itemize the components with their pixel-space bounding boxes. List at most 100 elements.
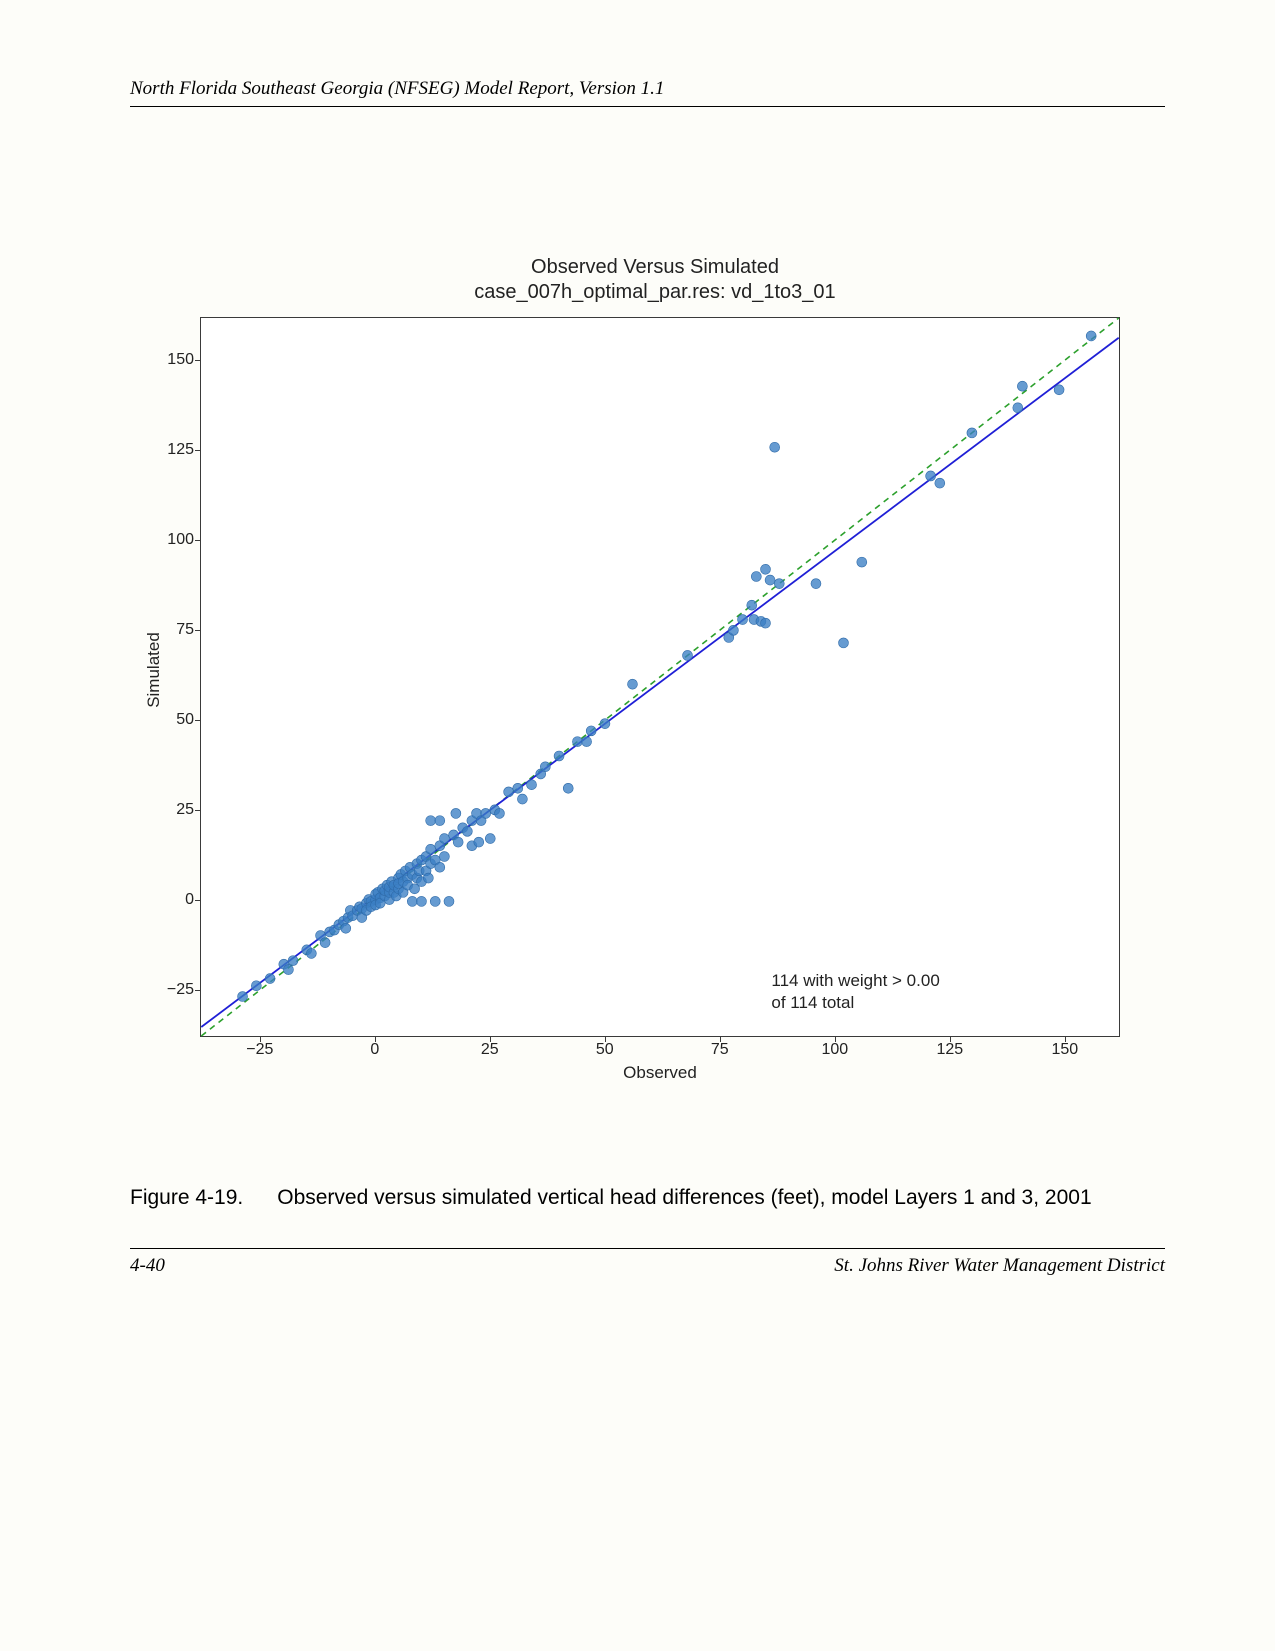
data-point [1013,403,1023,413]
data-point [572,737,582,747]
x-tick-label: −25 [246,1041,273,1059]
chart-annotation: 114 with weight > 0.00 of 114 total [771,970,939,1013]
y-tick-label: 0 [150,891,194,909]
data-point [554,751,564,761]
x-tick-label: 150 [1051,1041,1078,1059]
data-point [1086,331,1096,341]
data-point [435,862,445,872]
figure-number: Figure 4-19. [130,1185,243,1211]
annotation-line2: of 114 total [771,993,854,1012]
annotation-line1: 114 with weight > 0.00 [771,971,939,990]
data-point [517,794,527,804]
caption-text: Observed versus simulated vertical head … [277,1186,1091,1209]
data-point [504,787,514,797]
y-tick-label: 100 [150,531,194,549]
x-tick-mark [605,1037,606,1042]
page: North Florida Southeast Georgia (NFSEG) … [0,0,1275,1651]
data-point [426,844,436,854]
data-point [306,948,316,958]
data-point [770,442,780,452]
y-tick-mark [195,990,200,991]
data-point [474,837,484,847]
y-tick-label: 125 [150,441,194,459]
data-point [839,638,849,648]
y-tick-label: −25 [150,981,194,999]
data-point [435,816,445,826]
y-tick-mark [195,450,200,451]
data-point [439,834,449,844]
data-point [481,808,491,818]
data-point [540,762,550,772]
data-point [426,816,436,826]
x-tick-mark [835,1037,836,1042]
data-point [444,896,454,906]
chart-title: Observed Versus Simulated case_007h_opti… [150,255,1160,305]
data-point [738,615,748,625]
data-point [238,992,248,1002]
x-tick-mark [490,1037,491,1042]
y-tick-label: 50 [150,711,194,729]
data-point [582,737,592,747]
data-point [407,896,417,906]
x-tick-label: 75 [711,1041,729,1059]
x-tick-mark [260,1037,261,1042]
y-tick-mark [195,810,200,811]
data-point [563,783,573,793]
figure-caption: Figure 4-19. Observed versus simulated ve… [130,1185,1165,1211]
data-point [1054,385,1064,395]
data-point [430,896,440,906]
data-point [747,600,757,610]
x-tick-label: 100 [821,1041,848,1059]
data-point [857,557,867,567]
x-tick-mark [950,1037,951,1042]
y-tick-label: 25 [150,801,194,819]
data-point [926,471,936,481]
data-point [761,564,771,574]
data-point [451,808,461,818]
data-point [453,837,463,847]
data-point [251,981,261,991]
data-point [627,679,637,689]
data-point [485,834,495,844]
page-footer: 4-40 St. Johns River Water Management Di… [130,1248,1165,1277]
y-tick-label: 150 [150,351,194,369]
data-point [320,938,330,948]
data-point [265,974,275,984]
data-point [728,625,738,635]
y-axis-label: Simulated [144,632,164,708]
data-point [527,780,537,790]
data-point [462,826,472,836]
x-tick-label: 25 [481,1041,499,1059]
data-point [774,579,784,589]
x-tick-mark [720,1037,721,1042]
y-tick-mark [195,540,200,541]
x-tick-label: 125 [936,1041,963,1059]
data-point [935,478,945,488]
data-point [439,852,449,862]
plot-svg [201,318,1119,1036]
data-point [513,783,523,793]
x-tick-mark [1065,1037,1066,1042]
x-axis-label: Observed [200,1063,1120,1083]
running-header: North Florida Southeast Georgia (NFSEG) … [130,78,1165,107]
chart-title-line1: Observed Versus Simulated [531,256,779,278]
data-point [600,719,610,729]
x-tick-label: 0 [370,1041,379,1059]
y-tick-mark [195,360,200,361]
data-point [586,726,596,736]
chart-container: Observed Versus Simulated case_007h_opti… [150,255,1160,1085]
data-point [1017,381,1027,391]
data-point [765,575,775,585]
data-point [423,873,433,883]
x-tick-mark [375,1037,376,1042]
header-text: North Florida Southeast Georgia (NFSEG) … [130,78,664,99]
footer-org: St. Johns River Water Management Distric… [834,1255,1165,1277]
data-point [761,618,771,628]
page-number: 4-40 [130,1255,165,1277]
data-point [494,808,504,818]
y-tick-mark [195,630,200,631]
y-tick-label: 75 [150,621,194,639]
y-tick-mark [195,720,200,721]
data-point [416,896,426,906]
y-tick-mark [195,900,200,901]
